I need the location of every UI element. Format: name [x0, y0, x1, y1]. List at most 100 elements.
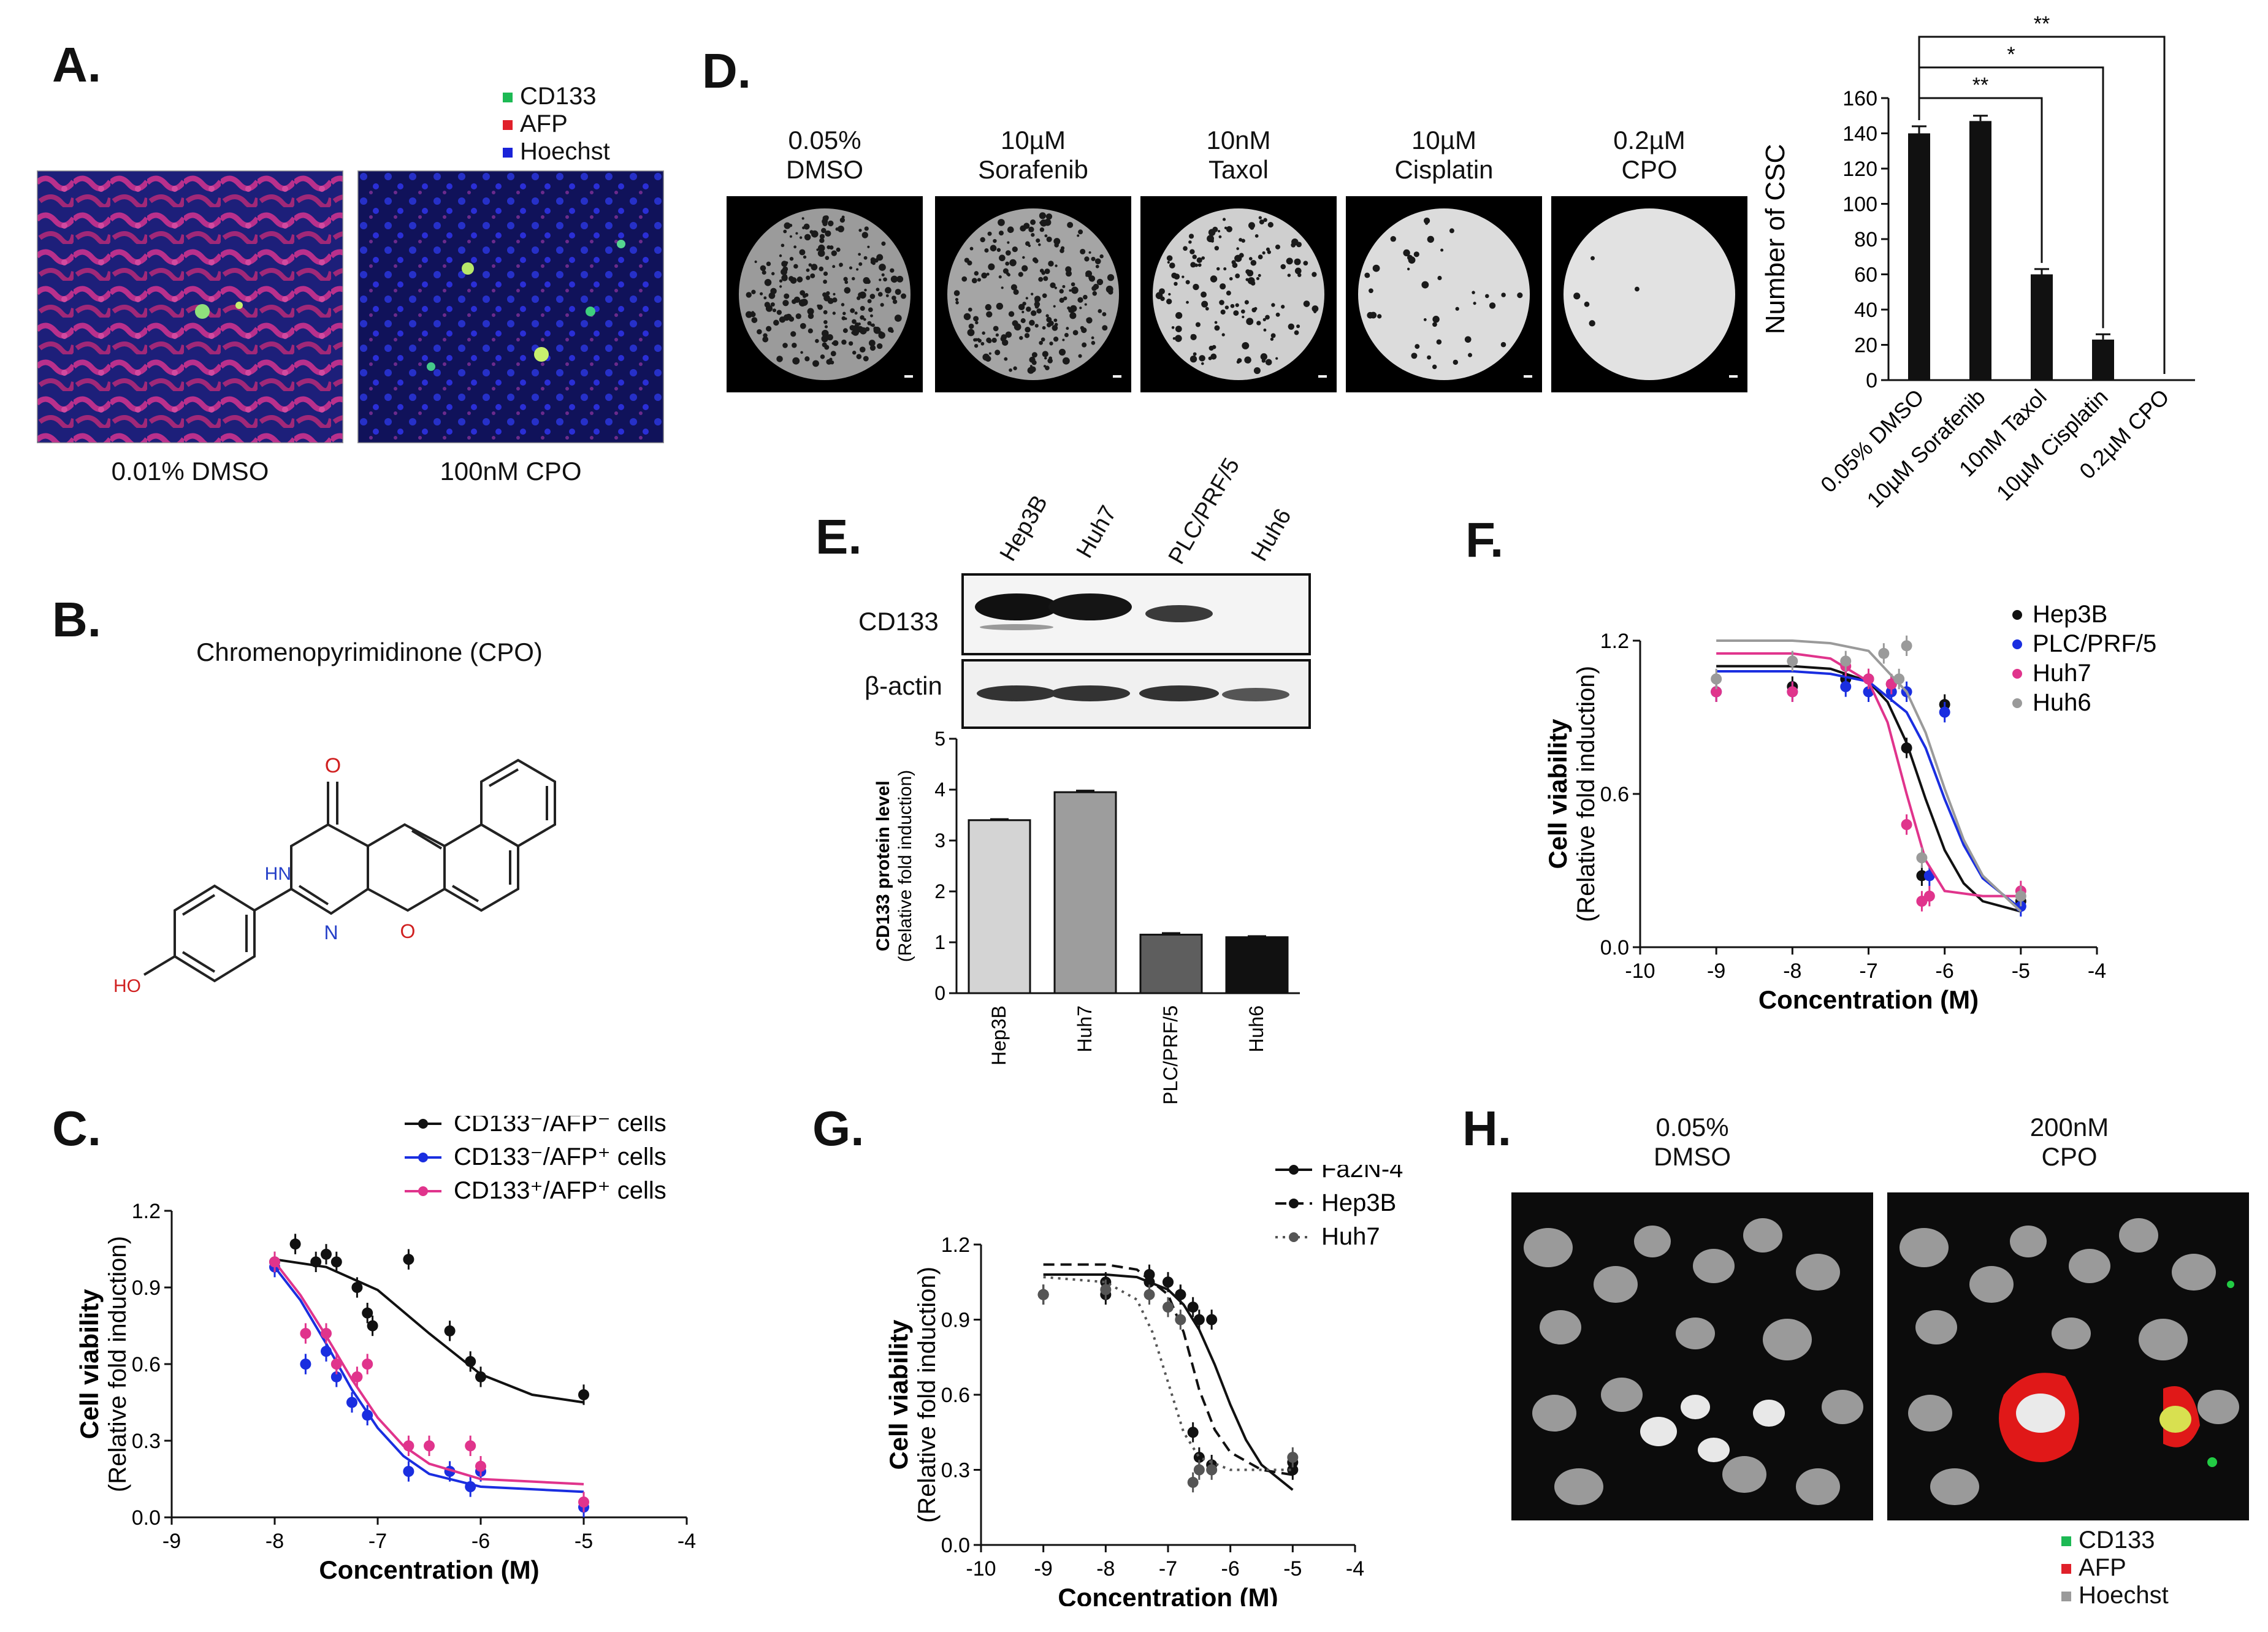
- colony-dot: [981, 272, 988, 279]
- colony-dot: [999, 254, 1006, 262]
- colony-dot: [974, 271, 979, 276]
- x-tick-label: -7: [1159, 1557, 1177, 1581]
- y-tick-label: 1: [934, 931, 945, 953]
- x-tick-label: -7: [1859, 959, 1877, 983]
- colony-dot: [810, 273, 815, 278]
- colony-dot: [1440, 248, 1444, 252]
- colony-dot: [1188, 234, 1194, 239]
- caption-line: CPO: [1621, 155, 1678, 185]
- colony-dot: [1013, 366, 1017, 370]
- colony-dot: [1012, 320, 1018, 327]
- fit-curve: [1043, 1263, 1293, 1476]
- data-point: [362, 1359, 373, 1370]
- colony-dot: [1281, 305, 1285, 309]
- colony-dot: [819, 238, 825, 243]
- colony-dot: [980, 237, 985, 243]
- data-point: [1901, 640, 1912, 652]
- bar: [1139, 934, 1203, 994]
- colony-dot: [1294, 330, 1299, 335]
- colony-dot: [1235, 303, 1239, 307]
- colony-dot: [1038, 276, 1044, 282]
- x-tick-label: -5: [575, 1530, 593, 1553]
- colony-dot: [986, 272, 990, 276]
- colony-dot: [1197, 263, 1202, 267]
- colony-dot: [779, 316, 786, 323]
- colony-dot: [1053, 305, 1056, 308]
- colony-dot: [1294, 258, 1301, 265]
- legend-h-afp: AFP: [2061, 1554, 2126, 1582]
- data-point: [1840, 655, 1852, 667]
- data-point: [1916, 870, 1928, 882]
- colony-dot: [1312, 272, 1317, 277]
- colony-dot: [881, 273, 885, 276]
- colony-dot: [1247, 277, 1255, 284]
- panel-c-label: C.: [52, 1101, 101, 1156]
- legend-label: CD133⁻/AFP⁺ cells: [454, 1143, 666, 1170]
- caption-line: 0.2µM: [1613, 126, 1686, 154]
- y-tick-label: 0: [1866, 369, 1877, 392]
- well-circle: [1153, 208, 1324, 380]
- colony-dot: [1082, 342, 1087, 348]
- colony-dot: [757, 329, 762, 335]
- well-circle: [1564, 208, 1735, 380]
- colony-dot: [1077, 234, 1080, 237]
- bar: [1053, 791, 1117, 994]
- colony-dot: [804, 234, 811, 241]
- colony-dot: [1160, 296, 1165, 302]
- colony-dot: [861, 232, 868, 238]
- colony-dot: [887, 289, 891, 292]
- colony-dot: [1234, 254, 1241, 262]
- colony-dot: [1042, 326, 1046, 330]
- legend-marker: [2012, 639, 2022, 649]
- colony-dot: [1002, 339, 1009, 346]
- colony-dot: [842, 328, 848, 334]
- colony-dot: [890, 275, 898, 283]
- colony-dot: [1253, 367, 1261, 375]
- legend-label: Fa2N-4: [1321, 1165, 1403, 1183]
- colony-dot: [1270, 337, 1274, 341]
- legend-label: Huh6: [2033, 689, 2091, 716]
- colony-dot: [961, 276, 968, 282]
- colony-dot: [827, 297, 834, 304]
- colony-dot: [828, 335, 833, 340]
- x-tick-label: PLC/PRF/5: [1159, 1005, 1182, 1105]
- y-tick-label: 1.2: [941, 1234, 970, 1257]
- x-tick-label: -8: [1096, 1557, 1115, 1581]
- colony-dot: [825, 230, 831, 237]
- colony-dot: [822, 292, 827, 297]
- afp-swatch-icon: [2061, 1564, 2071, 1574]
- y-tick-label: 0.6: [132, 1353, 161, 1376]
- colony-dot: [815, 338, 819, 343]
- x-tick-label: -9: [162, 1530, 181, 1553]
- colony-dot: [745, 311, 753, 318]
- data-point: [1206, 1314, 1218, 1325]
- chart-c: 0.0 0.3 0.6 0.9 1.2 -9 -8 -7 -6 -5 -4 Concentration…: [75, 1116, 696, 1584]
- data-point: [1939, 706, 1950, 718]
- data-point: [1187, 1427, 1199, 1438]
- colony-dot: [1201, 300, 1208, 308]
- colony-dot: [1413, 251, 1419, 257]
- colony-dot: [831, 341, 834, 345]
- colony-dot: [1039, 227, 1045, 232]
- y-tick-label: 40: [1854, 299, 1877, 322]
- y-axis-title: Cell viability: [1543, 719, 1572, 869]
- colony-dot: [1226, 291, 1231, 296]
- colony-dot: [1018, 272, 1023, 277]
- y-tick-label: 0.9: [941, 1309, 970, 1332]
- y-tick-label: 3: [934, 829, 945, 852]
- panel-e-label: E.: [815, 509, 862, 564]
- colony-dot: [986, 311, 993, 318]
- colony-dot: [1064, 333, 1069, 338]
- legend-text: AFP: [520, 110, 568, 137]
- legend-marker: [418, 1153, 428, 1162]
- colony-dot: [1098, 309, 1102, 313]
- colony-dot: [877, 343, 883, 349]
- colony-dot: [1254, 234, 1259, 238]
- colony-dot: [1167, 261, 1170, 264]
- colony-dot: [1169, 262, 1175, 269]
- colony-dot: [864, 288, 867, 292]
- colony-dot: [1024, 333, 1030, 338]
- colony-dot: [1196, 257, 1202, 263]
- colony-dot: [839, 217, 846, 223]
- well-caption: 10µM Cisplatin: [1346, 126, 1542, 185]
